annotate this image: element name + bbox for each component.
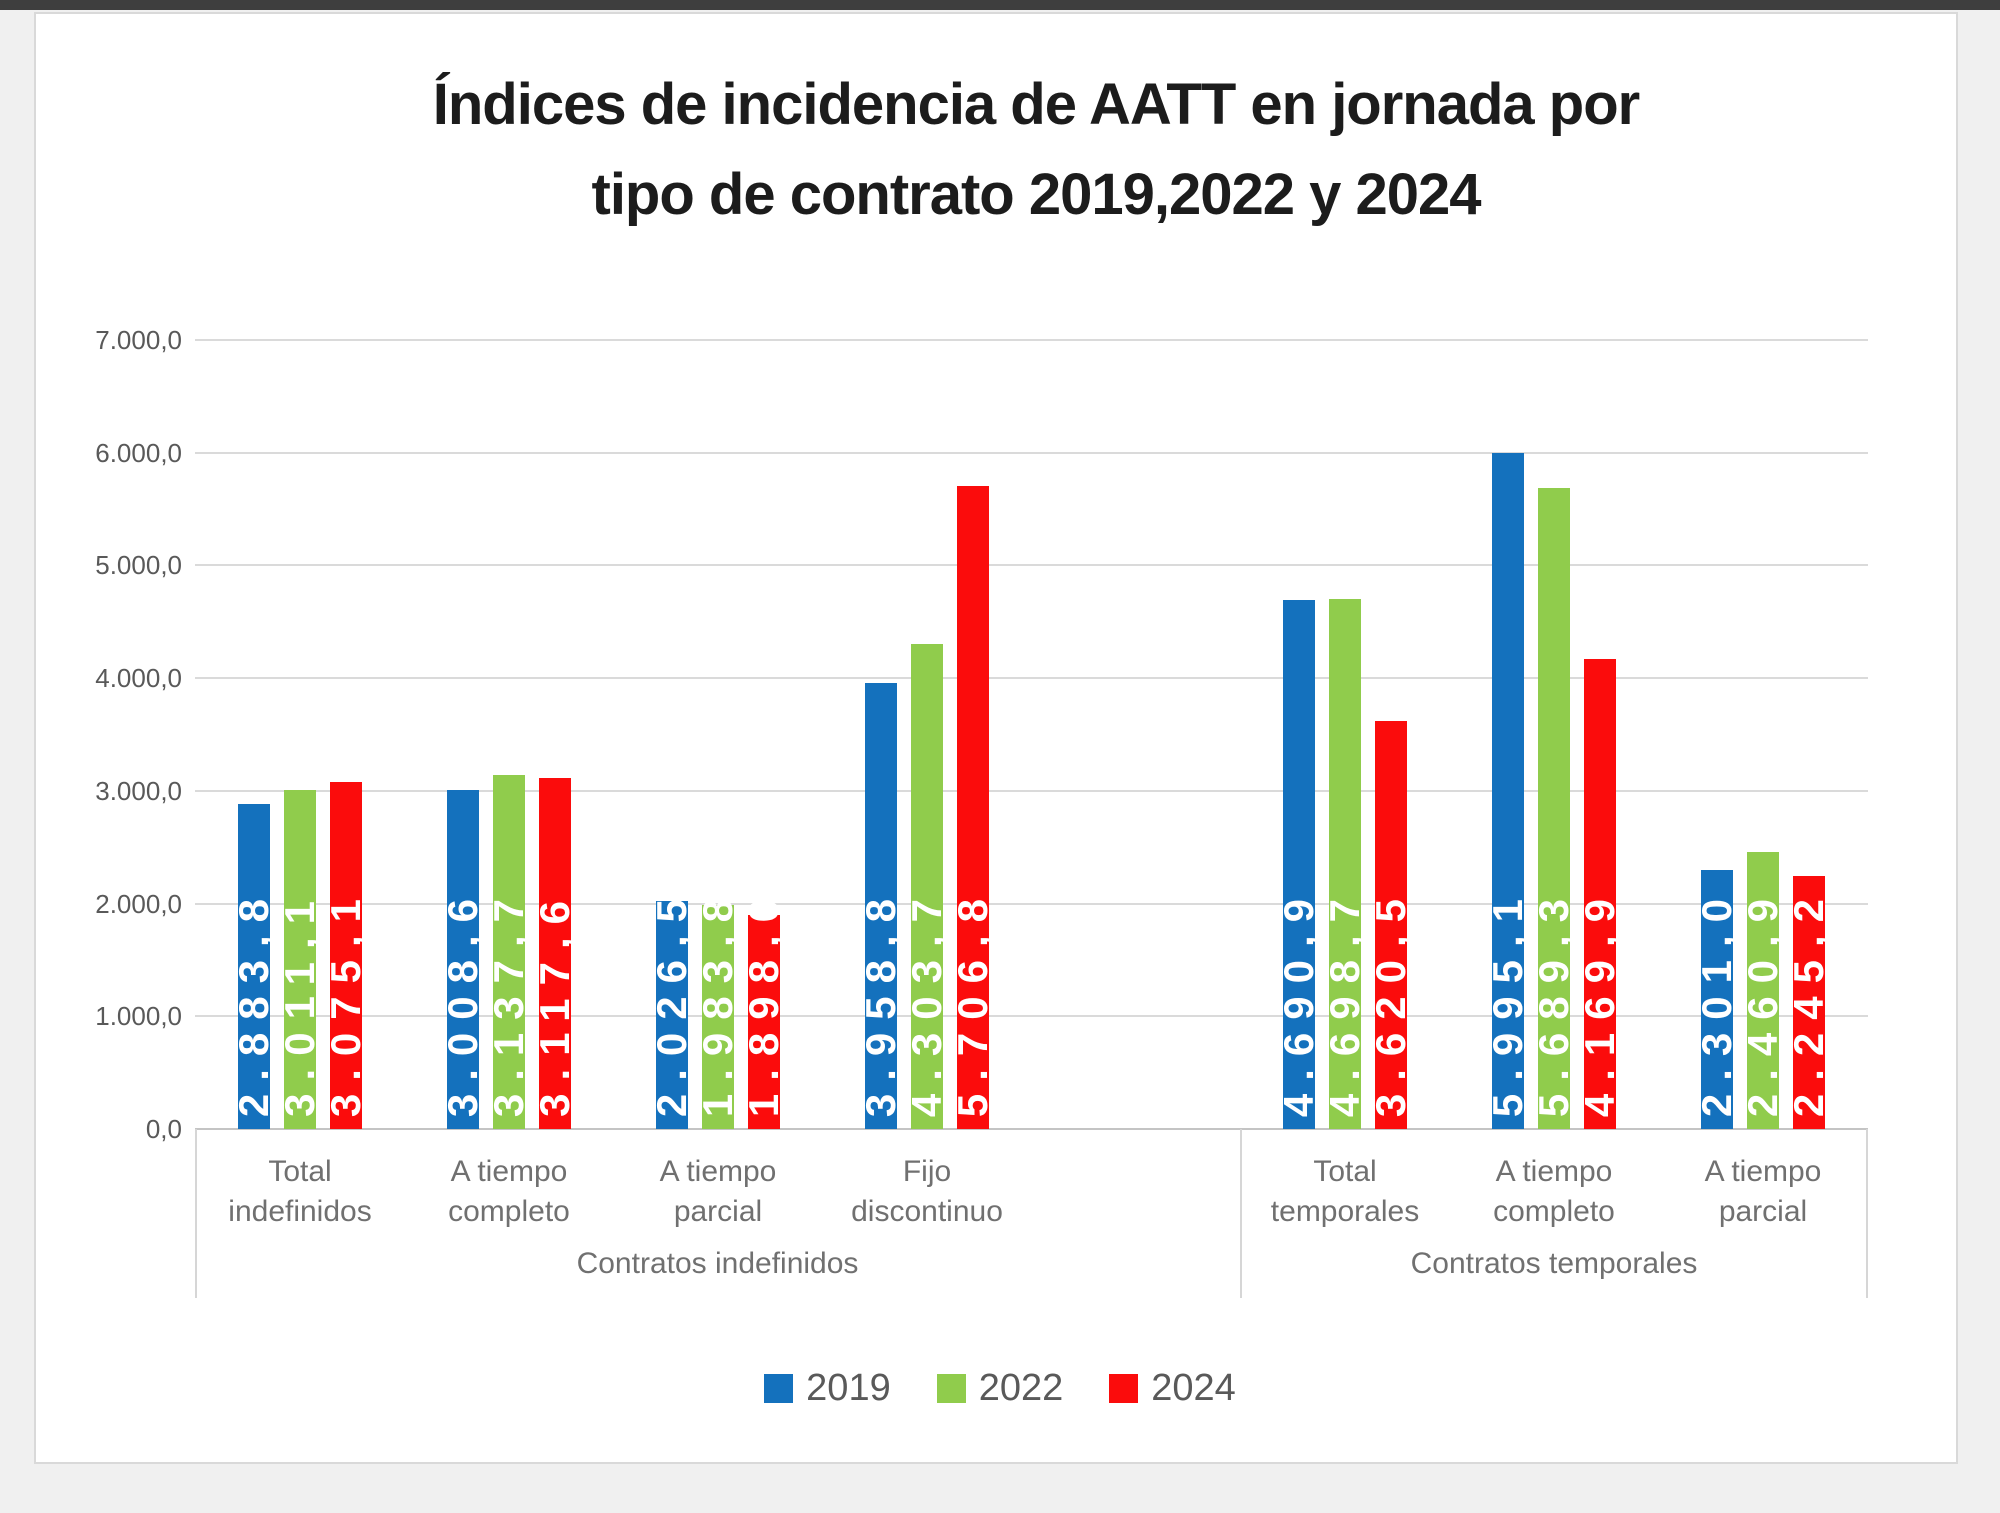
bar-value-label: 1.898,0 [740, 885, 787, 1117]
window-top-strip [0, 0, 2000, 10]
bar-2022: 4.698,7 [1321, 599, 1368, 1129]
x-axis-line [195, 1128, 1868, 1130]
legend-label-2022: 2022 [978, 1367, 1064, 1409]
bar-2019: 2.301,0 [1693, 869, 1740, 1129]
bar-2024: 2.245,2 [1785, 875, 1832, 1129]
bar-2024: 4.169,9 [1576, 658, 1623, 1129]
section-label-contratos-temporales: Contratos temporales [1410, 1247, 1698, 1280]
bar-2022: 3.011,1 [276, 789, 323, 1129]
bar-value-label: 3.620,5 [1367, 885, 1414, 1117]
category-axis-divider [1866, 1129, 1868, 1298]
legend-swatch-2019 [764, 1373, 794, 1403]
gridline [195, 564, 1868, 567]
bar-2022: 1.983,8 [694, 886, 741, 1129]
category-label: A tiempo parcial [1659, 1152, 1868, 1232]
category-label-line1: A tiempo [659, 1155, 777, 1188]
category-label-line1: A tiempo [1495, 1155, 1613, 1188]
bar-2022: 5.689,3 [1530, 487, 1577, 1129]
bar-2019: 3.008,6 [439, 789, 486, 1129]
gridline [195, 902, 1868, 905]
category-label-line2: discontinuo [851, 1195, 1003, 1228]
legend-item-2024: 2024 [1109, 1368, 1236, 1408]
section-label-contratos-indefinidos: Contratos indefinidos [576, 1247, 859, 1280]
category-label-line1: A tiempo [450, 1155, 568, 1188]
category-label-line1: Total [1313, 1155, 1377, 1188]
y-axis-tick-label: 2.000,0 [95, 888, 182, 919]
bar-value-label: 5.995,1 [1484, 885, 1531, 1117]
category-label-line2: indefinidos [228, 1195, 372, 1228]
bar-value-label: 3.011,1 [276, 888, 323, 1117]
gridline [195, 1015, 1868, 1018]
bar-value-label: 4.690,9 [1275, 885, 1322, 1117]
bar-value-label: 5.689,3 [1530, 885, 1577, 1117]
bar-2022: 4.303,7 [903, 643, 950, 1129]
bar-2019: 2.883,8 [230, 803, 277, 1129]
category-label-line2: parcial [673, 1195, 763, 1228]
category-label-line2: completo [448, 1195, 570, 1228]
bar-value-label: 2.026,5 [648, 885, 695, 1117]
category-label: A tiempo completo [1450, 1152, 1659, 1232]
y-axis-tick-label: 7.000,0 [95, 325, 182, 355]
gridline [195, 789, 1868, 792]
bar-2019: 3.958,8 [857, 682, 904, 1129]
bar-2019: 2.026,5 [648, 886, 695, 1129]
bar-value-label: 3.075,1 [322, 885, 369, 1117]
legend-item-2019: 2019 [764, 1368, 891, 1408]
bar-2019: 4.690,9 [1275, 600, 1322, 1129]
bar-2024: 3.117,6 [531, 777, 578, 1129]
bar-2024: 3.075,1 [322, 782, 369, 1129]
bar-value-label: 3.008,6 [439, 885, 486, 1117]
gridline [195, 339, 1868, 341]
legend: 2019 2022 2024 [0, 1368, 2000, 1408]
chart-title-line2: tipo de contrato 2019,2022 y 2024 [591, 162, 1482, 227]
category-label-line2: completo [1493, 1195, 1615, 1228]
bar-2024: 1.898,0 [740, 886, 787, 1129]
bar-value-label: 1.983,8 [694, 885, 741, 1117]
category-label: A tiempo parcial [614, 1152, 823, 1232]
category-label-line1: Fijo [902, 1155, 952, 1188]
y-axis-tick-label: 1.000,0 [95, 1001, 182, 1032]
gridline [195, 677, 1868, 680]
y-axis-tick-label: 6.000,0 [95, 437, 182, 468]
bar-value-label: 2.245,2 [1785, 885, 1832, 1117]
category-label-line1: A tiempo [1704, 1155, 1822, 1188]
category-label: A tiempo completo [405, 1152, 614, 1232]
bar-value-label: 2.301,0 [1693, 885, 1740, 1117]
y-axis-tick-label: 5.000,0 [95, 550, 182, 581]
chart-title-line1: Índices de incidencia de AATT en jornada… [432, 72, 1640, 137]
y-axis-tick-label: 4.000,0 [95, 663, 182, 694]
bar-value-label: 4.303,7 [903, 885, 950, 1117]
bar-2019: 5.995,1 [1484, 453, 1531, 1129]
bar-2022: 3.137,7 [485, 775, 532, 1129]
legend-item-2022: 2022 [936, 1367, 1064, 1409]
bar-value-label: 4.698,7 [1321, 885, 1368, 1117]
category-label: Total temporales [1241, 1152, 1450, 1232]
y-axis-tick-label: 3.000,0 [95, 775, 182, 806]
legend-swatch-2022 [936, 1373, 966, 1403]
bar-2024: 5.706,8 [949, 485, 996, 1129]
y-axis-tick-label: 0,0 [145, 1114, 182, 1144]
bar-2024: 3.620,5 [1367, 720, 1414, 1129]
legend-label-2019: 2019 [806, 1367, 891, 1409]
bar-value-label: 3.958,8 [857, 885, 904, 1117]
legend-label-2024: 2024 [1151, 1367, 1236, 1409]
chart-panel: Índices de incidencia de AATT en jornada… [34, 12, 1958, 1464]
bar-value-label: 2.460,9 [1739, 885, 1786, 1117]
category-axis-divider [1240, 1129, 1242, 1298]
chart-title: Índices de incidencia de AATT en jornada… [36, 60, 2000, 240]
bar-2022: 2.460,9 [1739, 851, 1786, 1129]
bar-value-label: 4.169,9 [1576, 885, 1623, 1117]
category-label-line2: temporales [1270, 1195, 1420, 1228]
bar-value-label: 3.117,6 [531, 888, 578, 1117]
category-label: Total indefinidos [196, 1152, 405, 1232]
category-label-line2: parcial [1718, 1195, 1808, 1228]
category-label-line1: Total [268, 1155, 332, 1188]
category-axis-divider [195, 1129, 197, 1298]
bar-value-label: 2.883,8 [230, 885, 277, 1117]
bar-value-label: 5.706,8 [949, 885, 996, 1117]
gridline [195, 451, 1868, 454]
bar-value-label: 3.137,7 [485, 885, 532, 1117]
category-label: Fijo discontinuo [823, 1152, 1032, 1232]
legend-swatch-2024 [1109, 1373, 1139, 1403]
